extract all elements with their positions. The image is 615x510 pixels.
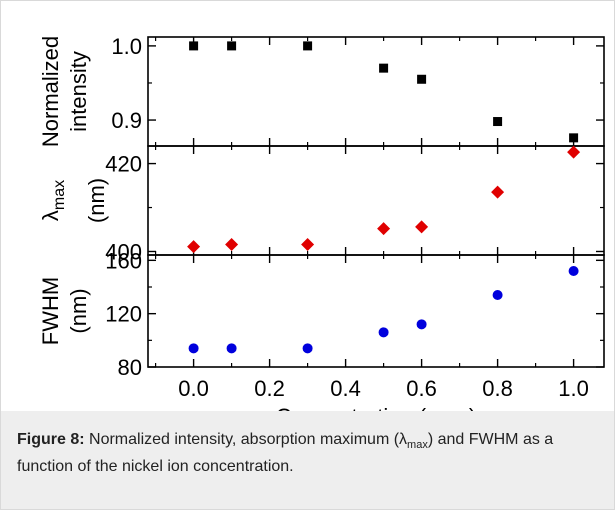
data-point-fwhm	[302, 343, 313, 354]
x-axis-title: Concentration (ppm)	[276, 404, 477, 412]
x-tick-label: 0.8	[482, 376, 513, 401]
y-tick-label-intensity: 0.9	[111, 108, 142, 133]
y-tick-label-fwhm: 160	[105, 248, 142, 273]
y-tick-label-lambda_max: 400	[105, 239, 142, 264]
panel-frame-fwhm	[147, 254, 605, 368]
y-axis-title-fwhm: FWHM	[38, 277, 63, 345]
data-point-fwhm	[416, 319, 427, 330]
caption-text-before: Normalized intensity, absorption maximum…	[89, 431, 400, 448]
x-tick-label: 0.6	[406, 376, 437, 401]
caption-subscript: max	[407, 439, 428, 452]
data-point-fwhm	[568, 266, 579, 276]
caption-label: Figure 8:	[17, 431, 85, 448]
data-point-intensity	[379, 63, 389, 73]
data-point-lambda_max	[567, 145, 581, 159]
x-tick-label: 0.2	[254, 376, 285, 401]
data-point-fwhm	[378, 327, 389, 338]
data-point-intensity	[569, 133, 579, 143]
data-point-fwhm	[226, 343, 237, 354]
y-axis-title-line2-fwhm: (nm)	[66, 288, 91, 333]
figure-caption: Figure 8: Normalized intensity, absorpti…	[1, 411, 614, 509]
y-axis-title-line2-intensity: intensity	[66, 51, 91, 132]
data-point-fwhm	[492, 290, 503, 300]
y-tick-label-fwhm: 120	[105, 302, 142, 327]
y-tick-label-fwhm: 80	[118, 355, 142, 380]
data-point-intensity	[303, 41, 313, 51]
data-point-intensity	[493, 117, 503, 127]
y-axis-title-symbol: λ	[38, 210, 63, 221]
data-point-lambda_max	[187, 240, 201, 254]
data-point-lambda_max	[415, 220, 429, 234]
y-axis-title-unit-lambda_max: (nm)	[84, 178, 109, 223]
y-axis-title-lambda_max: λmax	[38, 180, 68, 221]
panel-frame-intensity	[147, 36, 605, 147]
y-tick-label-lambda_max: 420	[105, 152, 142, 177]
x-tick-label: 0.0	[178, 376, 209, 401]
data-point-lambda_max	[225, 237, 239, 251]
data-point-lambda_max	[377, 222, 391, 236]
data-point-lambda_max	[301, 237, 315, 251]
y-axis-title-sub: max	[51, 180, 68, 210]
y-tick-label-intensity: 1.0	[111, 34, 142, 59]
caption-text: Figure 8: Normalized intensity, absorpti…	[17, 429, 587, 478]
x-tick-label: 0.4	[330, 376, 361, 401]
panel-frame-lambda_max	[147, 145, 605, 256]
data-point-lambda_max	[491, 185, 505, 199]
caption-text-after: ) and FWHM as a function of the nickel i…	[17, 431, 554, 476]
y-axis-title-intensity: Normalized	[38, 36, 63, 147]
caption-lambda: λ	[399, 431, 408, 448]
data-point-intensity	[189, 41, 199, 51]
data-point-fwhm	[188, 343, 199, 354]
concentration-chart: 0.9 1.0 Normalized intensity 400 420 λmax (nm) 8…	[38, 34, 605, 412]
data-point-intensity	[227, 41, 237, 51]
x-tick-label: 1.0	[558, 376, 589, 401]
data-point-intensity	[417, 74, 427, 84]
